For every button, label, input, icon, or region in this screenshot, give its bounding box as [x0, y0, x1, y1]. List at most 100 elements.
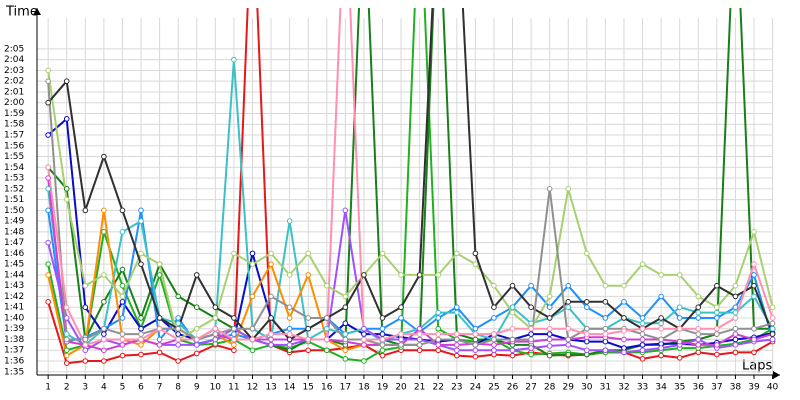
x-tick-label: 4	[101, 383, 107, 393]
point-marker	[528, 345, 534, 351]
point-marker	[695, 342, 702, 348]
x-tick-label: 24	[470, 383, 482, 393]
point-marker	[472, 353, 479, 360]
y-tick-label: 2:05	[4, 44, 24, 54]
point-marker	[435, 331, 442, 337]
point-marker	[379, 352, 386, 359]
point-marker	[101, 299, 107, 305]
point-marker	[156, 336, 163, 343]
y-tick-label: 1:52	[4, 184, 24, 194]
point-marker	[639, 331, 646, 337]
point-marker	[695, 304, 702, 310]
point-marker	[138, 325, 144, 332]
point-marker	[45, 164, 51, 171]
point-marker	[472, 261, 479, 267]
point-marker	[565, 186, 572, 192]
point-marker	[119, 342, 126, 348]
y-tick-label: 1:37	[4, 346, 24, 356]
point-marker	[101, 347, 107, 354]
point-marker	[472, 331, 479, 337]
point-marker	[138, 315, 144, 321]
y-tick-label: 1:36	[4, 357, 24, 367]
series-line	[47, 8, 774, 362]
point-marker	[119, 229, 126, 235]
point-marker	[305, 250, 311, 257]
point-marker	[584, 299, 590, 305]
x-tick-label: 25	[488, 383, 499, 393]
point-marker	[45, 239, 51, 246]
series-line	[47, 177, 773, 352]
point-marker	[491, 331, 497, 337]
y-tick-label: 1:44	[4, 270, 24, 280]
point-marker	[398, 315, 404, 321]
point-marker	[175, 320, 181, 327]
point-marker	[63, 336, 70, 343]
point-marker	[268, 250, 274, 257]
point-marker	[491, 336, 497, 343]
point-marker	[565, 336, 572, 343]
point-marker	[193, 336, 200, 343]
y-tick-label: 2:01	[4, 87, 24, 97]
point-marker	[751, 293, 757, 300]
x-tick-label: 17	[340, 383, 351, 393]
x-tick-label: 20	[395, 383, 407, 393]
point-marker	[416, 342, 423, 348]
point-marker	[714, 304, 720, 310]
point-marker	[175, 336, 181, 343]
y-tick-label: 1:46	[4, 249, 24, 259]
point-marker	[63, 315, 70, 321]
x-tick-label: 3	[82, 383, 88, 393]
point-marker	[45, 99, 51, 106]
point-marker	[138, 351, 144, 358]
point-marker	[509, 304, 516, 310]
point-marker	[472, 250, 479, 257]
point-marker	[231, 342, 237, 348]
point-marker	[249, 347, 256, 354]
x-tick-label: 5	[120, 383, 126, 393]
point-marker	[695, 315, 702, 321]
point-marker	[286, 218, 293, 224]
point-marker	[769, 325, 776, 332]
point-marker	[361, 331, 367, 337]
point-marker	[602, 315, 609, 321]
point-marker	[695, 336, 702, 343]
point-marker	[398, 304, 404, 310]
point-marker	[138, 218, 144, 224]
point-marker	[379, 315, 386, 321]
point-marker	[212, 336, 219, 343]
point-marker	[528, 320, 534, 327]
x-tick-label: 15	[302, 383, 313, 393]
point-marker	[528, 351, 534, 358]
point-marker	[565, 282, 572, 289]
point-marker	[435, 347, 442, 354]
x-tick-label: 12	[247, 383, 258, 393]
y-tick-label: 1:39	[4, 324, 24, 334]
point-marker	[602, 299, 609, 305]
point-marker	[286, 304, 293, 310]
point-marker	[82, 336, 89, 343]
point-marker	[231, 336, 237, 343]
point-marker	[584, 250, 590, 257]
point-marker	[453, 304, 460, 310]
point-marker	[658, 315, 664, 321]
point-marker	[268, 315, 274, 321]
point-marker	[342, 336, 349, 343]
point-marker	[732, 336, 739, 343]
point-marker	[584, 304, 590, 310]
point-marker	[101, 325, 107, 332]
y-tick-label: 1:43	[4, 281, 24, 291]
point-marker	[156, 325, 163, 332]
point-marker	[268, 342, 274, 348]
point-marker	[119, 352, 126, 359]
point-marker	[676, 338, 683, 345]
point-marker	[658, 320, 664, 327]
point-marker	[82, 342, 89, 348]
point-marker	[491, 304, 497, 310]
point-marker	[435, 336, 442, 343]
series-line	[47, 8, 774, 365]
point-marker	[138, 342, 144, 348]
point-marker	[101, 358, 107, 364]
point-marker	[695, 331, 702, 337]
point-marker	[732, 342, 739, 348]
